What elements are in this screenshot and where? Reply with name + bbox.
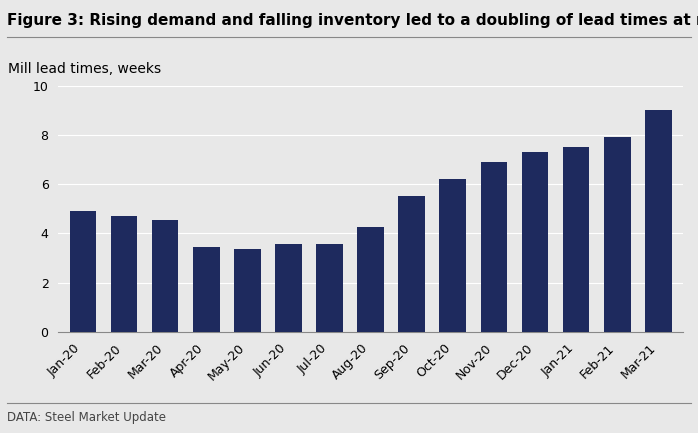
Bar (604, 137, 630, 332)
Text: Figure 3: Rising demand and falling inventory led to a doubling of lead times at: Figure 3: Rising demand and falling inve… (7, 13, 698, 28)
Bar (111, 216, 138, 332)
Bar (193, 247, 220, 332)
Bar (275, 245, 302, 332)
Bar (645, 110, 671, 332)
Bar (563, 147, 590, 332)
Bar (521, 152, 549, 332)
Text: Mill lead times, weeks: Mill lead times, weeks (8, 62, 161, 76)
Bar (151, 220, 179, 332)
Bar (234, 249, 260, 332)
Text: DATA: Steel Market Update: DATA: Steel Market Update (7, 411, 166, 424)
Bar (399, 197, 425, 332)
Bar (70, 211, 96, 332)
Bar (481, 162, 507, 332)
Bar (316, 245, 343, 332)
Bar (440, 179, 466, 332)
Bar (357, 227, 384, 332)
